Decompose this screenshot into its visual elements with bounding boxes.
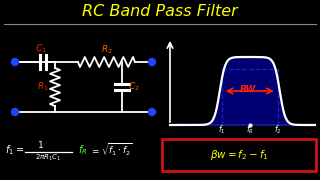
Text: BW: BW: [240, 86, 256, 94]
Text: $R_1$: $R_1$: [37, 81, 49, 93]
Text: $f_R$: $f_R$: [246, 124, 254, 136]
Text: $f_2$: $f_2$: [274, 124, 282, 136]
Text: =: =: [16, 145, 24, 155]
Text: 1: 1: [38, 141, 44, 150]
Circle shape: [12, 58, 19, 66]
Text: $f_R$: $f_R$: [78, 143, 87, 157]
FancyBboxPatch shape: [162, 139, 316, 171]
Text: $R_2$: $R_2$: [101, 44, 112, 56]
Text: $= \sqrt{f_1 \cdot f_2}$: $= \sqrt{f_1 \cdot f_2}$: [90, 142, 133, 158]
Circle shape: [148, 109, 156, 116]
Circle shape: [12, 109, 19, 116]
Text: $f_1$: $f_1$: [218, 124, 226, 136]
Text: $C_2$: $C_2$: [128, 81, 140, 93]
Circle shape: [148, 58, 156, 66]
Text: $\beta w = f_2 - f_1$: $\beta w = f_2 - f_1$: [210, 148, 268, 162]
Text: $C_1$: $C_1$: [35, 43, 47, 55]
Text: $2\pi R_1C_1$: $2\pi R_1C_1$: [35, 153, 61, 163]
Text: RC Band Pass Filter: RC Band Pass Filter: [82, 4, 238, 19]
Text: $f_1$: $f_1$: [5, 143, 14, 157]
